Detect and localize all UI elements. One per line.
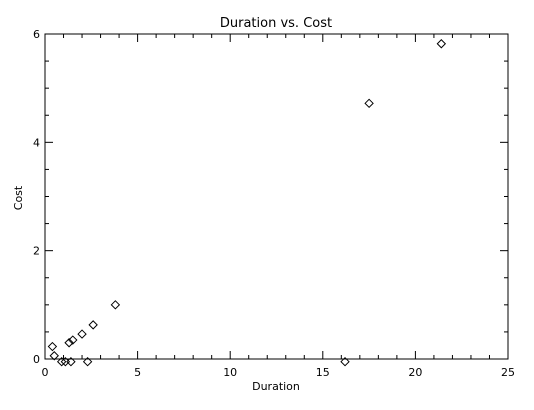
data-point: [47, 341, 58, 352]
data-point: [82, 357, 93, 367]
data-point: [110, 300, 121, 310]
y-tick-label: 6: [33, 28, 40, 41]
data-point: [49, 351, 59, 361]
data-point: [340, 357, 350, 367]
x-tick-label: 10: [223, 366, 237, 379]
data-point: [64, 338, 74, 348]
x-axis-label: Duration: [252, 380, 300, 393]
y-tick-label: 4: [33, 136, 40, 149]
axis-ticks: [44, 33, 509, 360]
data-point: [364, 98, 374, 109]
data-point: [56, 357, 67, 367]
data-point: [88, 320, 98, 330]
data-point: [66, 357, 76, 367]
data-point: [77, 329, 87, 339]
chart-title: Duration vs. Cost: [220, 16, 332, 31]
y-tick-label: 2: [33, 245, 40, 258]
x-tick-label: 25: [501, 366, 515, 379]
axis-tick-labels: 0 5 10 15 20 25 0 2 4 6: [33, 28, 515, 379]
data-points: [47, 39, 447, 367]
x-tick-label: 5: [134, 366, 141, 379]
x-tick-label: 20: [408, 366, 422, 379]
data-point: [436, 39, 447, 49]
y-axis-label: Cost: [12, 185, 25, 210]
y-tick-label: 0: [33, 353, 40, 366]
x-tick-label: 0: [42, 366, 49, 379]
data-point: [68, 335, 78, 345]
x-tick-label: 15: [316, 366, 330, 379]
plot-frame: [44, 33, 509, 360]
